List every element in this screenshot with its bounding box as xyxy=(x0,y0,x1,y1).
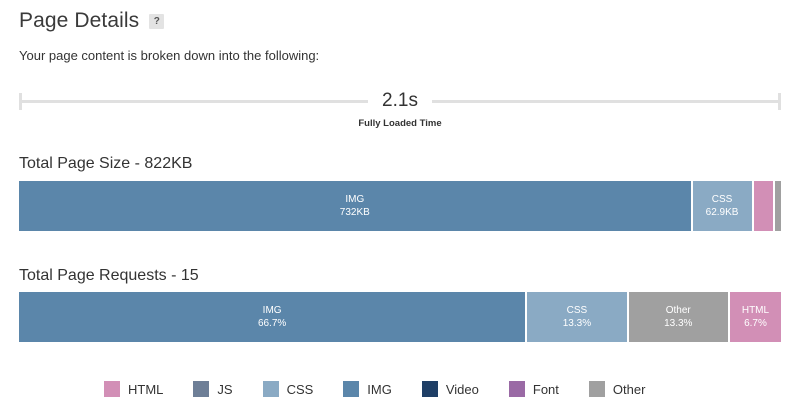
page-requests-segment-img[interactable]: IMG 66.7% xyxy=(19,292,528,342)
legend-swatch xyxy=(104,381,120,397)
legend-item-html: HTML xyxy=(104,381,163,397)
segment-label: Other xyxy=(665,305,691,316)
page-size-segment-img[interactable]: IMG 732KB xyxy=(19,181,693,231)
legend-item-img: IMG xyxy=(343,381,392,397)
page-requests-title: Total Page Requests - 15 xyxy=(19,267,199,284)
segment-label: CSS xyxy=(711,194,733,205)
segment-label: HTML xyxy=(741,305,770,316)
page-requests-segment-other[interactable]: Other 13.3% xyxy=(628,292,730,342)
timeline-line-right xyxy=(432,100,781,103)
timeline-end-tick xyxy=(778,93,781,110)
legend-item-css: CSS xyxy=(262,381,314,397)
segment-value: 13.3% xyxy=(562,318,592,329)
page-size-title: Total Page Size - 822KB xyxy=(19,155,193,172)
help-icon[interactable]: ? xyxy=(149,13,165,29)
legend-label: Video xyxy=(445,381,479,397)
segment-value: 66.7% xyxy=(257,318,287,329)
legend-swatch xyxy=(262,381,279,397)
legend-label: Other xyxy=(612,381,646,397)
timeline-line-left xyxy=(19,100,368,103)
page-subtitle: Your page content is broken down into th… xyxy=(19,48,320,63)
legend-item-other: Other xyxy=(588,381,646,397)
page-requests-segment-html[interactable]: HTML 6.7% xyxy=(729,292,781,342)
page-size-segment-html[interactable] xyxy=(753,181,775,231)
fully-loaded-time-value: 2.1s xyxy=(382,90,418,111)
legend-swatch xyxy=(588,381,605,397)
legend-item-font: Font xyxy=(508,381,559,397)
legend-item-js: JS xyxy=(193,381,233,397)
segment-value: 13.3% xyxy=(664,318,693,329)
page-title: Page Details xyxy=(19,9,140,32)
segment-value: 62.9KB xyxy=(705,207,739,218)
legend-label: Font xyxy=(532,381,559,397)
fully-loaded-time-label: Fully Loaded Time xyxy=(358,118,442,129)
legend-label: CSS xyxy=(286,381,314,397)
content-type-legend: HTML JS CSS IMG Video Font Other xyxy=(104,381,645,397)
legend-swatch xyxy=(193,381,210,397)
legend-swatch xyxy=(421,381,438,397)
page-size-bar: IMG 732KB CSS 62.9KB xyxy=(19,181,781,231)
segment-label: IMG xyxy=(345,194,365,205)
segment-value: 6.7% xyxy=(744,318,767,329)
legend-label: IMG xyxy=(367,381,392,397)
fully-loaded-timeline: 2.1s xyxy=(19,90,781,114)
segment-label: IMG xyxy=(262,305,282,316)
legend-label: JS xyxy=(217,381,233,397)
segment-value: 732KB xyxy=(339,207,370,218)
legend-swatch xyxy=(508,381,525,397)
legend-label: HTML xyxy=(128,381,164,397)
page-details-header: Page Details ? xyxy=(19,6,165,36)
segment-label: CSS xyxy=(566,305,588,316)
page-requests-segment-css[interactable]: CSS 13.3% xyxy=(527,292,629,342)
page-size-segment-css[interactable]: CSS 62.9KB xyxy=(692,181,754,231)
legend-item-video: Video xyxy=(421,381,479,397)
legend-swatch xyxy=(343,381,360,397)
page-size-segment-other[interactable] xyxy=(774,181,781,231)
page-requests-bar: IMG 66.7% CSS 13.3% Other 13.3% HTML 6.7% xyxy=(19,292,781,342)
